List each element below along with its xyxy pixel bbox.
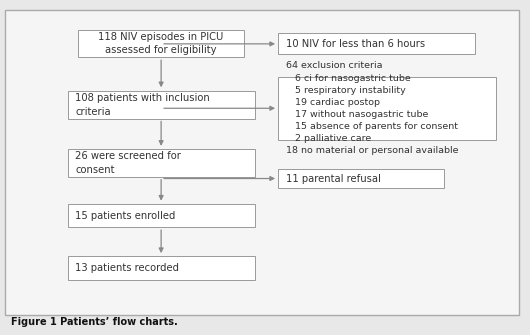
FancyBboxPatch shape bbox=[68, 204, 254, 227]
Text: 108 patients with inclusion
criteria: 108 patients with inclusion criteria bbox=[75, 93, 210, 117]
Text: 26 were screened for
consent: 26 were screened for consent bbox=[75, 151, 181, 175]
Text: 118 NIV episodes in PICU
assessed for eligibility: 118 NIV episodes in PICU assessed for el… bbox=[99, 32, 224, 55]
Text: 11 parental refusal: 11 parental refusal bbox=[286, 174, 381, 184]
FancyBboxPatch shape bbox=[278, 34, 475, 54]
FancyBboxPatch shape bbox=[278, 169, 444, 188]
FancyBboxPatch shape bbox=[68, 256, 254, 280]
FancyBboxPatch shape bbox=[68, 91, 254, 119]
FancyBboxPatch shape bbox=[78, 30, 244, 57]
Text: Figure 1 Patients’ flow charts.: Figure 1 Patients’ flow charts. bbox=[11, 317, 178, 327]
Text: 10 NIV for less than 6 hours: 10 NIV for less than 6 hours bbox=[286, 39, 425, 49]
FancyBboxPatch shape bbox=[278, 77, 496, 140]
Text: 15 patients enrolled: 15 patients enrolled bbox=[75, 210, 176, 220]
FancyBboxPatch shape bbox=[68, 149, 254, 177]
Text: 64 exclusion criteria
   6 ci for nasogastric tube
   5 respiratory instability
: 64 exclusion criteria 6 ci for nasogastr… bbox=[286, 61, 458, 155]
Text: 13 patients recorded: 13 patients recorded bbox=[75, 263, 180, 273]
